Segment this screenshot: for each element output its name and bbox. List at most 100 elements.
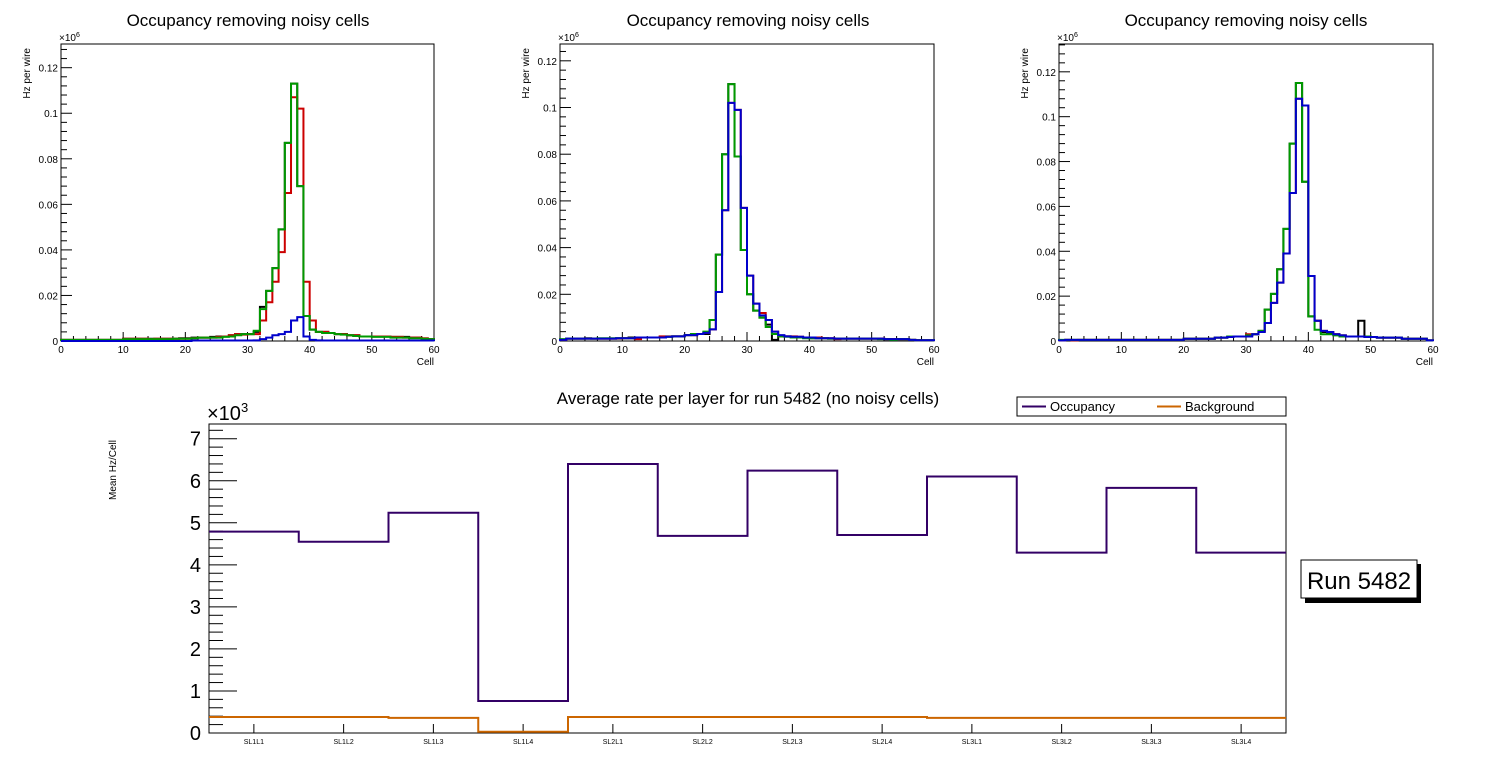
x-tick-label: 30 — [1240, 345, 1252, 356]
annotation-text: Run 5482 — [1307, 568, 1411, 595]
histogram-panel-3: Occupancy removing noisy cells ×106 0 0.02 0… — [1020, 11, 1439, 368]
y-tick-label: 4 — [190, 555, 201, 577]
x-tick-label: 10 — [118, 345, 130, 356]
y-axis-title: Mean Hz/Cell — [108, 440, 119, 500]
x-category-label: SL2L2 — [693, 739, 713, 746]
y-tick-label: 0 — [1050, 337, 1056, 348]
histogram-panel-2: Occupancy removing noisy cells ×106 0 0.02 0… — [521, 11, 940, 368]
legend-label-occupancy: Occupancy — [1050, 399, 1116, 414]
annotation-box — [1300, 559, 1418, 599]
y-tick-label: 0 — [551, 337, 557, 348]
summary-panel: Average rate per layer for run 5482 (no … — [108, 389, 1421, 746]
x-category-label: SL1L2 — [334, 739, 354, 746]
x-tick-label: 30 — [242, 345, 254, 356]
plot-frame — [1058, 43, 1434, 342]
y-tick-label: 0.1 — [543, 104, 557, 115]
x-tick-label: 30 — [741, 345, 753, 356]
y-tick-label: 0.08 — [538, 150, 558, 161]
y-tick-label: 0 — [190, 723, 201, 745]
x-tick-label: 50 — [366, 345, 378, 356]
y-tick-label: 7 — [190, 429, 201, 451]
run-annotation: Run 5482 — [1300, 559, 1421, 603]
x-tick-label: 40 — [304, 345, 316, 356]
series-green — [60, 82, 435, 341]
x-tick-label: 20 — [1178, 345, 1190, 356]
plot-frame — [208, 423, 1287, 734]
plot-frame — [559, 43, 935, 342]
x-category-label: SL2L3 — [782, 739, 802, 746]
y-tick-label: 2 — [190, 639, 201, 661]
chart-title: Average rate per layer for run 5482 (no … — [557, 389, 939, 408]
series-blue — [61, 316, 435, 342]
x-tick-label: 20 — [679, 345, 691, 356]
x-tick-label: 60 — [1427, 345, 1439, 356]
x-tick-label: 60 — [928, 345, 940, 356]
x-category-label: SL2L4 — [872, 739, 892, 746]
y-tick-label: 0.06 — [538, 197, 558, 208]
y-tick-label: 0.02 — [39, 291, 59, 302]
x-axis-title: Cell — [917, 357, 934, 368]
y-tick-label: 0.06 — [39, 200, 59, 211]
x-category-label: SL3L1 — [962, 739, 982, 746]
y-tick-label: 0.1 — [44, 109, 58, 120]
series-black — [1058, 82, 1434, 342]
legend: Occupancy Background — [1016, 396, 1287, 417]
y-tick-label: 0.04 — [538, 244, 558, 255]
y-tick-label: 1 — [190, 681, 201, 703]
x-tick-label: 50 — [1365, 345, 1377, 356]
y-multiplier: ×106 — [59, 32, 80, 44]
y-tick-label: 0.08 — [39, 155, 59, 166]
x-category-label: SL3L3 — [1141, 739, 1161, 746]
x-tick-label: 40 — [1303, 345, 1315, 356]
series-green — [1058, 82, 1434, 342]
x-category-label: SL3L4 — [1231, 739, 1251, 746]
chart-title: Occupancy removing noisy cells — [627, 11, 870, 30]
x-tick-label: 10 — [617, 345, 629, 356]
y-multiplier: ×103 — [207, 400, 248, 425]
y-tick-label: 0.02 — [538, 290, 558, 301]
x-category-label: SL3L2 — [1052, 739, 1072, 746]
x-category-label: SL2L1 — [603, 739, 623, 746]
x-category-label: SL1L4 — [513, 739, 533, 746]
y-tick-label: 0.12 — [538, 57, 558, 68]
series-blue — [1058, 97, 1434, 342]
x-category-label: SL1L3 — [423, 739, 443, 746]
series-black — [60, 82, 435, 341]
legend-label-background: Background — [1185, 399, 1254, 414]
x-axis-title: Cell — [1416, 357, 1433, 368]
x-tick-label: 60 — [428, 345, 440, 356]
y-tick-label: 0.12 — [1037, 68, 1057, 79]
histogram-panel-1: Occupancy removing noisy cells ×106 0 0.02 0… — [22, 11, 440, 368]
x-tick-label: 40 — [804, 345, 816, 356]
plot-frame — [60, 43, 435, 342]
y-axis-title: Hz per wire — [22, 48, 33, 99]
y-axis-title: Hz per wire — [521, 48, 532, 99]
chart-title: Occupancy removing noisy cells — [1125, 11, 1368, 30]
x-tick-label: 0 — [557, 345, 563, 356]
y-tick-label: 0.06 — [1037, 202, 1057, 213]
y-tick-label: 0.04 — [1037, 247, 1057, 258]
y-tick-label: 5 — [190, 513, 201, 535]
y-axis-title: Hz per wire — [1020, 48, 1031, 99]
x-tick-label: 10 — [1116, 345, 1128, 356]
y-tick-label: 0.12 — [39, 64, 59, 75]
series-red — [60, 96, 435, 341]
x-tick-label: 50 — [866, 345, 878, 356]
x-category-label: SL1L1 — [244, 739, 264, 746]
y-tick-label: 0.1 — [1042, 113, 1056, 124]
y-tick-label: 0.02 — [1037, 292, 1057, 303]
x-axis-title: Cell — [417, 357, 434, 368]
series-blue — [559, 101, 935, 342]
y-tick-label: 0 — [52, 337, 58, 348]
y-tick-label: 3 — [190, 597, 201, 619]
x-tick-label: 0 — [1056, 345, 1062, 356]
x-tick-label: 20 — [180, 345, 192, 356]
y-tick-label: 0.04 — [39, 246, 59, 257]
y-multiplier: ×106 — [1057, 32, 1078, 44]
chart-title: Occupancy removing noisy cells — [127, 11, 370, 30]
legend-box — [1016, 396, 1287, 417]
series-background — [209, 716, 1286, 733]
x-tick-label: 0 — [58, 345, 64, 356]
y-tick-label: 6 — [190, 471, 201, 493]
